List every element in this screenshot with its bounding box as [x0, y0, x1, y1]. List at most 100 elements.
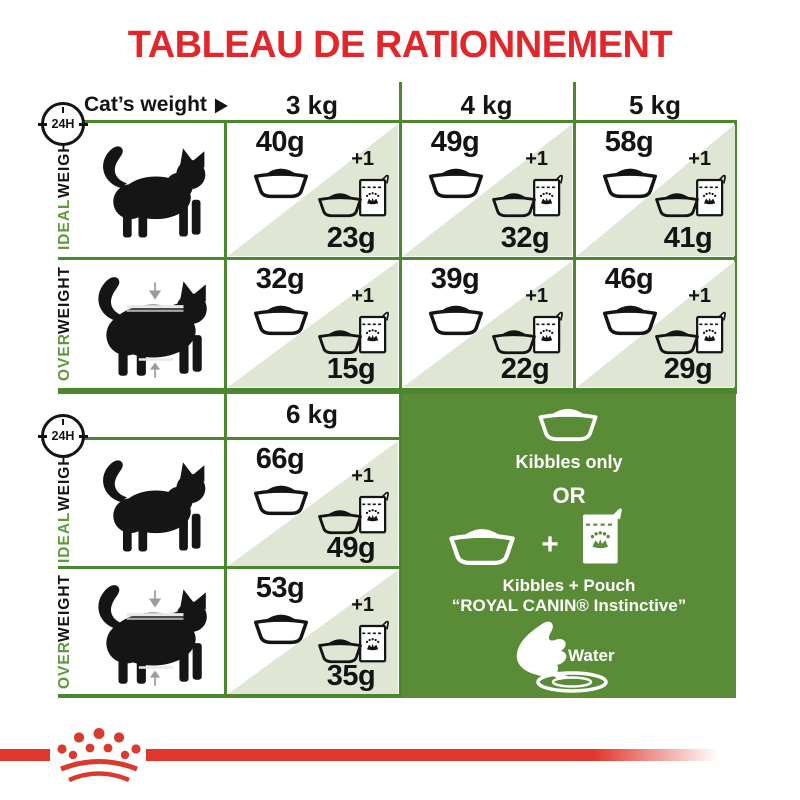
royal-canin-crown-logo	[57, 728, 141, 783]
kibble-bowl-icon	[250, 483, 312, 516]
kibbles-with-pouch-grams: 35g	[326, 660, 376, 692]
or-label: OR	[552, 483, 586, 508]
kibbles-only-grams: 40g	[255, 126, 305, 158]
kibble-bowl-icon-white	[444, 526, 520, 566]
kibbles-only-grams: 53g	[255, 572, 305, 604]
kibbles-only-grams: 49g	[430, 126, 480, 158]
brand-bar-right	[146, 749, 736, 761]
kibbles-with-pouch-grams: 41g	[663, 222, 713, 254]
grid-line	[58, 694, 402, 698]
pouch-icon-white	[580, 506, 623, 566]
cats-weight-header: Cat’s weight ▶	[84, 93, 228, 117]
kibbles-only-grams: 32g	[255, 263, 305, 295]
ration-cell-over-5kg: 46g +1 29g	[577, 261, 735, 387]
cat-silhouette-ideal	[90, 450, 216, 560]
kibbles-only-grams: 46g	[604, 263, 654, 295]
ration-cell-over-4kg: 39g +1 22g	[403, 261, 572, 387]
grid-line	[399, 394, 402, 698]
kibble-bowl-small-icon	[315, 637, 365, 664]
grid-line	[224, 120, 227, 394]
kibbles-plus-pouch-label: Kibbles + Pouch	[502, 576, 636, 595]
ration-cell-ideal-5kg: 58g +1 41g	[577, 124, 735, 256]
bowl-and-pouch-icons	[315, 310, 389, 355]
kibble-bowl-small-icon	[489, 191, 539, 218]
kibbles-only-grams: 58g	[604, 126, 654, 158]
plus-one-pouch-label: +1	[525, 285, 548, 307]
kibble-bowl-icon	[250, 612, 312, 645]
grid-line	[734, 120, 737, 394]
page-title: TABLEAU DE RATIONNEMENT	[127, 24, 673, 66]
kibbles-with-pouch-grams: 23g	[326, 222, 376, 254]
kibbles-with-pouch-grams: 32g	[500, 222, 550, 254]
kibble-bowl-icon-white	[534, 406, 602, 442]
kibble-bowl-small-icon	[315, 191, 365, 218]
kibble-bowl-icon	[425, 166, 487, 199]
royal-canin-instinctive-label: “ROYAL CANIN® Instinctive”	[451, 596, 687, 615]
bowl-and-pouch-icons	[489, 310, 563, 355]
row-label-part: WEIGHT	[56, 265, 73, 334]
kibbles-only-grams: 66g	[255, 443, 305, 475]
water-label: Water	[568, 646, 615, 665]
kibble-bowl-small-icon	[652, 328, 702, 355]
plus-one-pouch-label: +1	[688, 148, 711, 170]
row-label-part: OVER	[56, 641, 73, 690]
bowl-and-pouch-icons	[315, 490, 389, 535]
ration-cell-ideal-3kg: 40g +1 23g	[228, 124, 398, 256]
cat-silhouette-overweight	[86, 578, 218, 690]
arrow-right-icon: ▶	[214, 93, 228, 116]
row-label-overweight: OVER WEIGHT	[52, 260, 78, 387]
ration-cell-over-3kg: 32g +1 15g	[228, 261, 398, 387]
row-label-overweight: OVER WEIGHT	[52, 569, 78, 694]
column-header-3kg: 3 kg	[285, 90, 339, 120]
plus-one-pouch-label: +1	[688, 285, 711, 307]
plus-one-pouch-label: +1	[351, 594, 374, 616]
grid-line	[58, 257, 737, 260]
plus-one-pouch-label: +1	[351, 285, 374, 307]
bowl-and-pouch-icons	[315, 173, 389, 218]
grid-line	[573, 82, 576, 394]
row-label-part: WEIGHT	[56, 573, 73, 642]
bowl-and-pouch-icons	[652, 173, 726, 218]
bowl-and-pouch-icons	[315, 619, 389, 664]
daily-ration-badge: 24H	[38, 102, 88, 146]
grid-line	[58, 566, 402, 569]
column-header-4kg: 4 kg	[460, 90, 513, 120]
ration-cell-over-6kg: 53g +1 35g	[228, 570, 398, 694]
kibble-bowl-small-icon	[652, 191, 702, 218]
cat-silhouette-overweight	[86, 270, 218, 382]
kibble-bowl-icon	[250, 166, 312, 199]
plus-one-pouch-label: +1	[351, 465, 374, 487]
grid-line	[58, 437, 402, 440]
kibbles-only-grams: 39g	[430, 263, 480, 295]
kibbles-with-pouch-grams: 49g	[326, 532, 376, 564]
brand-bar-left	[0, 749, 50, 761]
row-label-ideal-weight: IDEAL WEIGHT	[52, 440, 78, 566]
kibble-bowl-icon	[425, 303, 487, 336]
kibble-bowl-small-icon	[315, 328, 365, 355]
ration-cell-ideal-6kg: 66g +1 49g	[228, 441, 398, 566]
grid-line	[224, 394, 227, 698]
row-label-part: IDEAL	[56, 511, 73, 563]
feeding-options-panel	[402, 394, 736, 698]
bowl-and-pouch-icons	[489, 173, 563, 218]
column-header-5kg: 5 kg	[628, 90, 682, 120]
grid-line	[58, 120, 737, 123]
daily-ration-badge: 24H	[38, 414, 88, 458]
cats-weight-label: Cat’s weight	[84, 93, 207, 116]
kibbles-with-pouch-grams: 15g	[326, 353, 376, 385]
kibbles-with-pouch-grams: 29g	[663, 353, 713, 385]
kibble-bowl-small-icon	[315, 508, 365, 535]
cat-silhouette-ideal	[90, 136, 216, 246]
plus-one-pouch-label: +1	[351, 148, 374, 170]
bowl-and-pouch-icons	[652, 310, 726, 355]
kibble-bowl-icon	[250, 303, 312, 336]
kibbles-only-label: Kibbles only	[515, 452, 623, 472]
water-splash-icon	[516, 621, 608, 693]
grid-line-section-separator	[58, 388, 737, 394]
plus-one-pouch-label: +1	[525, 148, 548, 170]
row-label-part: IDEAL	[56, 198, 73, 250]
ration-cell-ideal-4kg: 49g +1 32g	[403, 124, 572, 256]
row-label-part: OVER	[56, 333, 73, 382]
kibble-bowl-small-icon	[489, 328, 539, 355]
column-header-6kg: 6 kg	[285, 399, 339, 429]
